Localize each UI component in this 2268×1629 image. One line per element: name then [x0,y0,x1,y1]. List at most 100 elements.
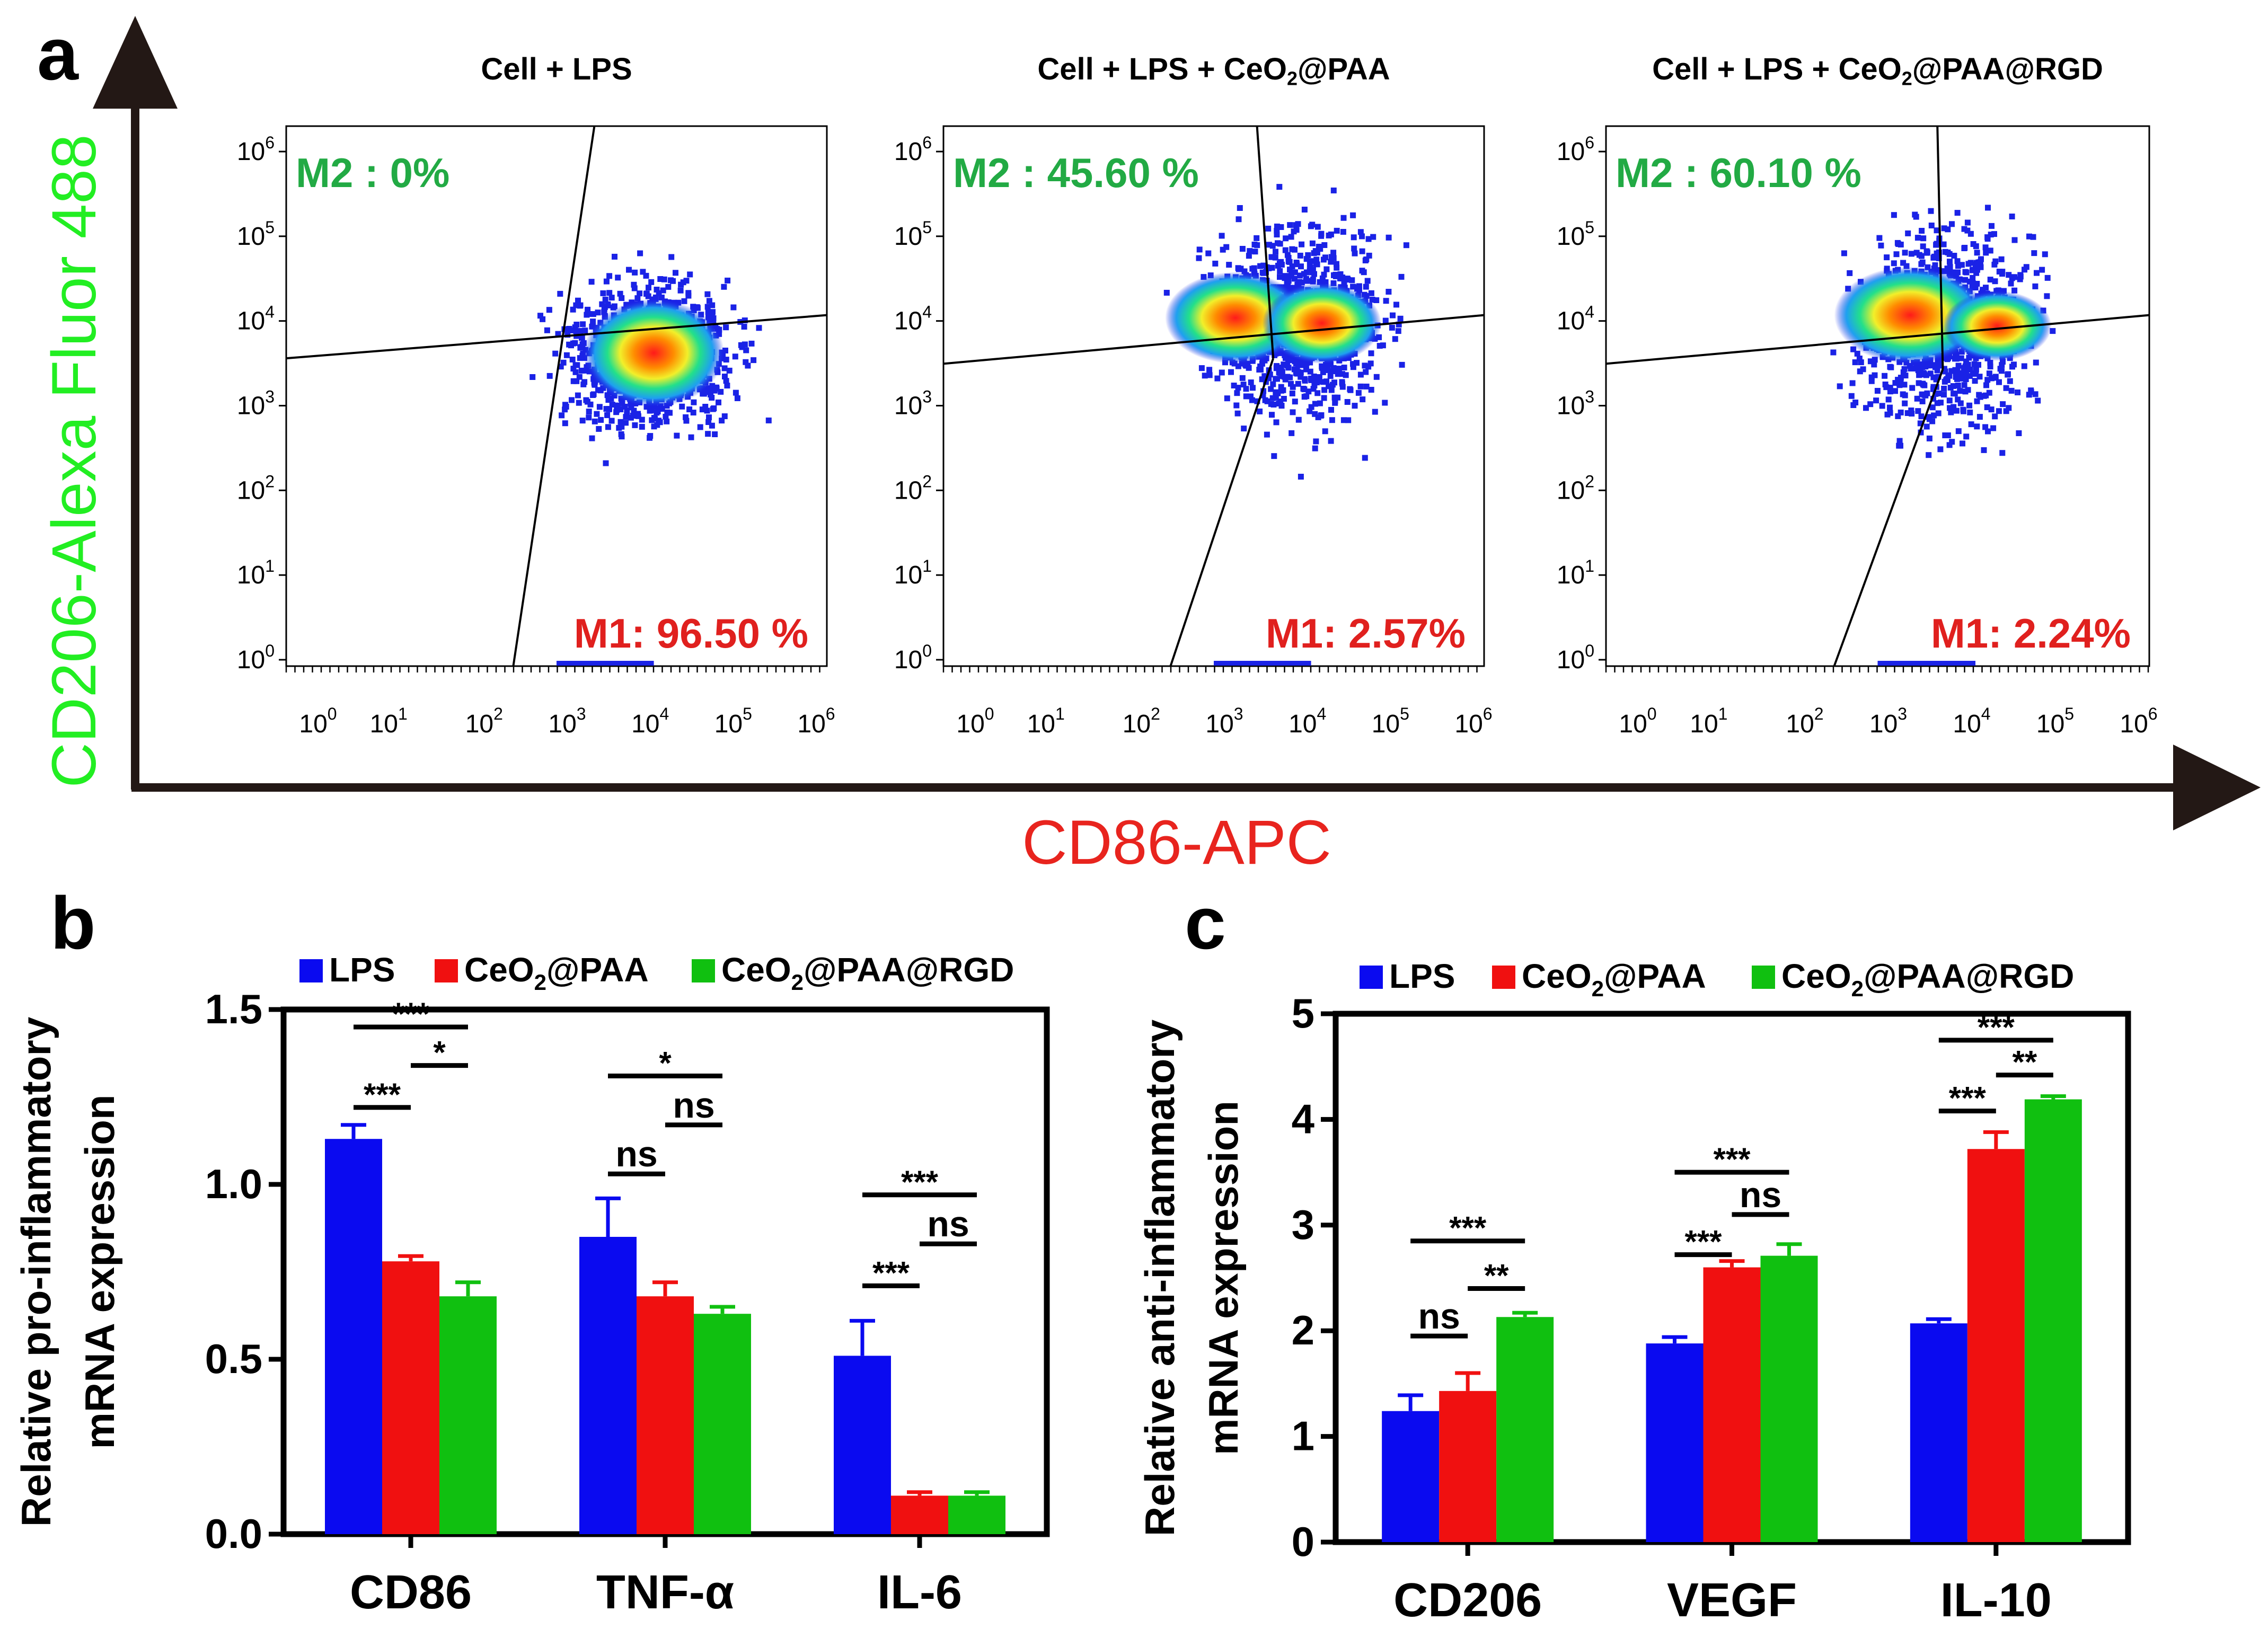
event-dot [1887,404,1893,411]
event-dot [748,340,755,347]
event-dot [1975,361,1981,368]
event-dot [1266,242,1272,248]
event-dot [1321,387,1328,393]
event-dot [667,410,673,416]
event-dot [1366,252,1372,259]
significance-label: *** [1684,1224,1722,1260]
event-dot [1963,358,1969,365]
event-dot [1909,411,1915,417]
event-dot [1975,259,1982,265]
event-dot [1327,373,1334,379]
event-dot [1275,240,1281,246]
event-dot [1226,262,1232,268]
event-dot [1287,374,1293,380]
event-dot [1914,395,1920,402]
event-dot [1882,382,1888,387]
event-dot [1898,375,1904,381]
event-dot [1951,391,1957,397]
x-tick-label: CD206 [1393,1574,1542,1627]
event-dot [1978,264,1984,270]
event-dot [594,411,600,417]
event-dot [661,276,667,282]
x-tick-label: 100 [1619,704,1656,738]
event-dot [1307,408,1313,414]
event-dot [1922,361,1929,368]
x-ticks: 100 101 102 103 104 105 106 [1605,666,2158,738]
event-dot [1905,230,1911,236]
event-dot [2005,371,2011,377]
m2-label: M2 : 45.60 % [953,149,1199,196]
event-dot [1876,235,1883,241]
legend: LPS CeO2@PAA CeO2@PAA@RGD [1360,957,2074,1001]
event-dot [1320,369,1326,375]
event-dot [1930,396,1936,402]
y-tick-label: 103 [1557,387,1594,420]
event-dot [1958,370,1965,376]
event-dot [1362,362,1368,369]
event-dot [544,327,550,333]
x-tick-label: 102 [465,704,503,738]
event-dot [632,269,638,276]
event-dot [1249,397,1255,403]
event-dot [1350,361,1356,367]
event-dot [1278,365,1284,371]
event-dot [1295,417,1302,423]
bar [637,1296,694,1534]
event-dot [1359,248,1365,254]
event-dot [637,290,643,297]
event-dot [1927,370,1934,377]
event-dot [1891,260,1897,267]
event-dot [710,315,717,321]
event-dot [1330,280,1337,286]
bar [325,1139,382,1534]
event-dot [1397,315,1404,322]
event-dot [2007,378,2013,384]
event-dot [1936,249,1942,255]
bar [694,1314,751,1534]
event-dot [1900,369,1907,375]
event-dot [1954,210,1961,216]
event-dot [1920,380,1926,387]
event-dot [562,402,568,408]
event-dot [605,424,611,430]
event-dot [639,417,645,423]
event-dot [710,309,716,315]
flow-plots: Cell + LPS 100 101 102 103 104 105 106 100 101 102… [237,52,2158,738]
event-dot [1915,408,1921,414]
event-dot [721,413,728,419]
event-dot [1350,284,1356,290]
event-dot [1241,426,1247,432]
event-dot [1901,382,1908,388]
panel-a-y-label: CD206-Alexa Fluor 488 [39,134,109,787]
m1-label: M1: 2.24% [1931,610,2131,657]
event-dot [1292,246,1298,253]
y-axis-label: mRNA expression [1200,1101,1247,1455]
event-dot [723,324,729,331]
event-dot [1235,385,1241,391]
event-dot [1903,263,1910,269]
event-dot [1334,227,1340,234]
event-dot [1945,249,1951,255]
flow-plot-3: Cell + LPS + CeO2@PAA@RGD 100 101 102 103 104… [1557,52,2158,738]
event-dot [1385,234,1392,241]
event-dot [1898,442,1903,449]
event-dot [1925,264,1931,270]
event-dot [1260,262,1267,269]
event-dot [2008,387,2015,394]
event-dot [648,279,655,285]
event-dot [1383,298,1389,304]
event-dot [721,284,727,290]
event-dot [576,400,582,406]
x-tick-label: 102 [1123,704,1160,738]
event-dot [1356,283,1362,289]
event-dot [1984,377,1991,383]
event-dot [659,406,665,412]
bar [1382,1411,1440,1542]
event-dot [1328,254,1335,260]
event-dot [738,342,744,348]
event-dot [705,387,711,393]
legend-label: CeO2@PAA [1522,957,1706,1001]
event-dot [1908,251,1914,257]
event-dot [1978,256,1984,262]
event-dot [713,385,720,392]
